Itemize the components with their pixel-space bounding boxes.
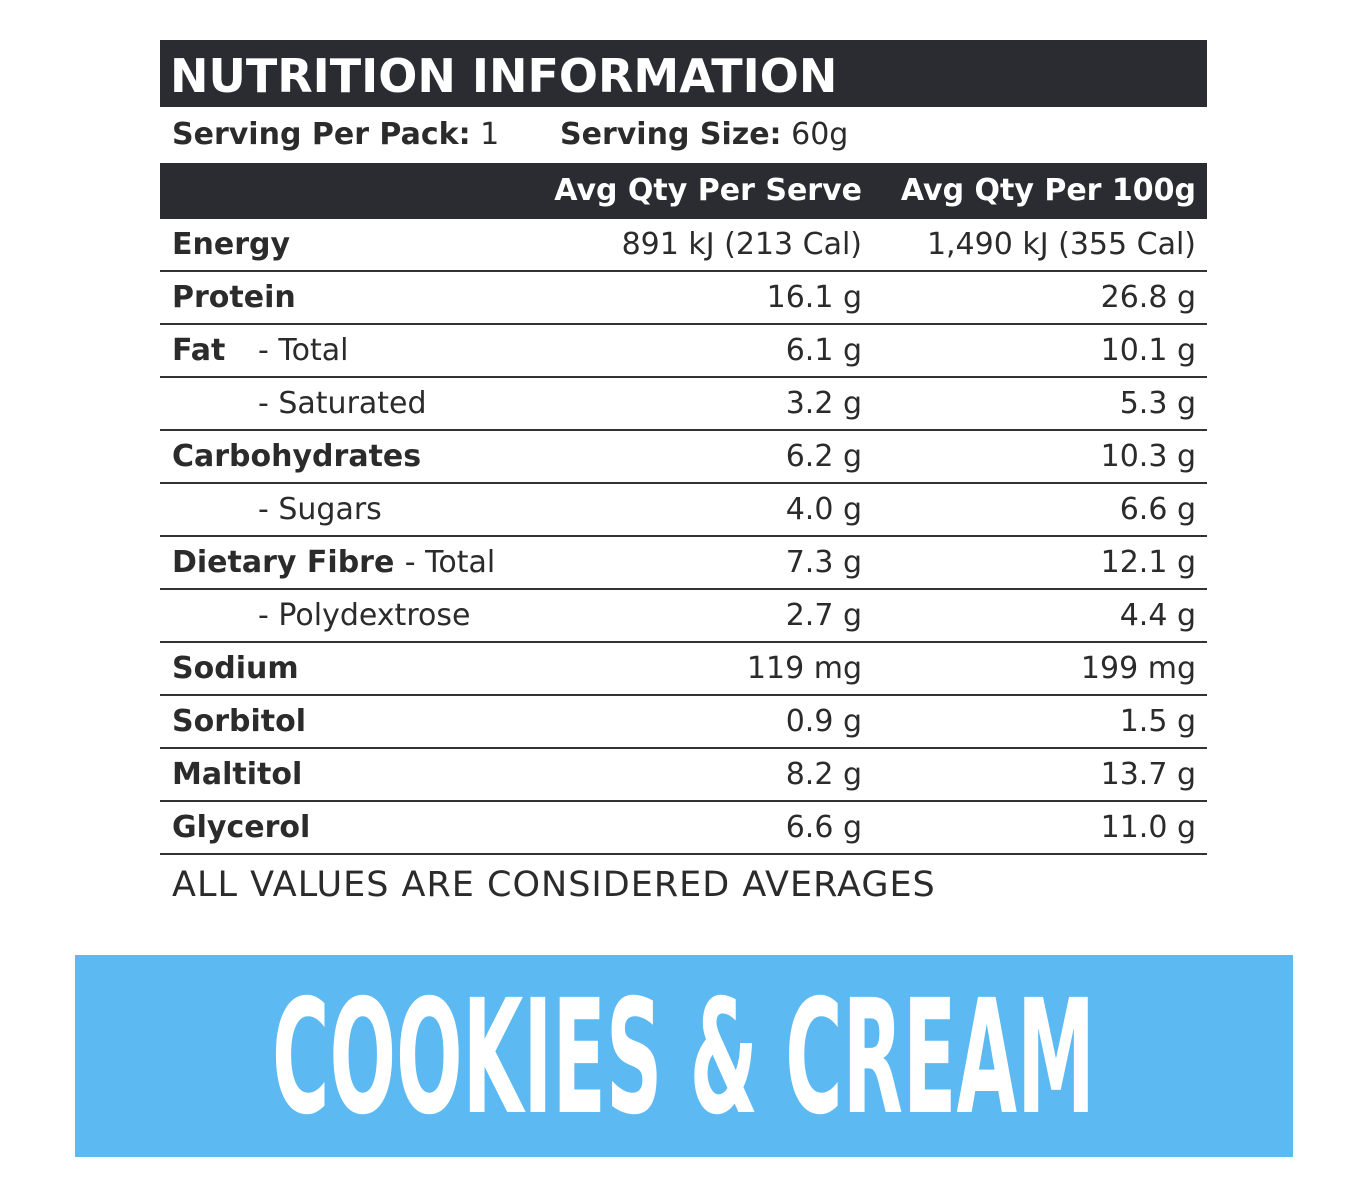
serve: 6.6 g bbox=[785, 810, 862, 845]
sub-nutrient: - Saturated bbox=[258, 386, 427, 421]
nutrient: Protein bbox=[172, 280, 296, 315]
per-100g: 26.8 g bbox=[1100, 280, 1196, 315]
serving-per-pack: Serving Per Pack: 1 bbox=[172, 107, 499, 163]
per-100g: 10.3 g bbox=[1100, 439, 1196, 474]
nutrient: Maltitol bbox=[172, 757, 303, 792]
label: Serving Per Pack: bbox=[172, 117, 471, 152]
row: Protein 16.1 g 26.8 g bbox=[160, 272, 1207, 325]
table-header: Avg Qty Per Serve Avg Qty Per 100g bbox=[160, 163, 1207, 219]
serve: 3.2 g bbox=[785, 386, 862, 421]
per-100g: 11.0 g bbox=[1100, 810, 1196, 845]
value: 60g bbox=[791, 117, 849, 152]
serve: 7.3 g bbox=[785, 545, 862, 580]
flavor: COOKIES & CREAM bbox=[272, 966, 1095, 1150]
per-100g: 6.6 g bbox=[1119, 492, 1196, 527]
serve: 6.2 g bbox=[785, 439, 862, 474]
banner-background bbox=[75, 955, 1293, 1157]
serve: 16.1 g bbox=[766, 280, 862, 315]
serve: 2.7 g bbox=[785, 598, 862, 633]
nutrient: Fat bbox=[172, 333, 226, 368]
sub-nutrient: - Polydextrose bbox=[258, 598, 471, 633]
nutrient: Carbohydrates bbox=[172, 439, 422, 474]
row: - Saturated 3.2 g 5.3 g bbox=[160, 378, 1207, 431]
footer-note: ALL VALUES ARE CONSIDERED AVERAGES bbox=[172, 865, 936, 905]
serve: 4.0 g bbox=[785, 492, 862, 527]
serve: 0.9 g bbox=[785, 704, 862, 739]
per-100g: 13.7 g bbox=[1100, 757, 1196, 792]
value: 1 bbox=[480, 117, 500, 152]
column-header: Avg Qty Per Serve bbox=[554, 173, 862, 208]
sub-nutrient: - Total bbox=[404, 545, 496, 580]
row: - Polydextrose 2.7 g 4.4 g bbox=[160, 590, 1207, 643]
per-100g: 4.4 g bbox=[1119, 598, 1196, 633]
column-header: Avg Qty Per 100g bbox=[900, 173, 1196, 208]
serve: 8.2 g bbox=[785, 757, 862, 792]
row: Glycerol 6.6 g 11.0 g bbox=[160, 802, 1207, 855]
row: Dietary Fibre - Total 7.3 g 12.1 g bbox=[160, 537, 1207, 590]
banner: COOKIES & CREAM bbox=[75, 955, 1293, 1157]
per-100g: 1.5 g bbox=[1119, 704, 1196, 739]
sub-nutrient: - Sugars bbox=[258, 492, 382, 527]
per-100g: 199 mg bbox=[1080, 651, 1196, 686]
row: Sorbitol 0.9 g 1.5 g bbox=[160, 696, 1207, 749]
nutrient: Energy bbox=[172, 227, 291, 262]
nutrient: Sodium bbox=[172, 651, 299, 686]
row: Fat - Total 6.1 g 10.1 g bbox=[160, 325, 1207, 378]
serve: 119 mg bbox=[746, 651, 862, 686]
sub-nutrient: - Total bbox=[258, 333, 349, 368]
nutrient: Dietary Fibre bbox=[172, 545, 395, 580]
serve: 891 kJ (213 Cal) bbox=[621, 227, 862, 262]
row: Carbohydrates 6.2 g 10.3 g bbox=[160, 431, 1207, 484]
row: - Sugars 4.0 g 6.6 g bbox=[160, 484, 1207, 537]
per-100g: 5.3 g bbox=[1119, 386, 1196, 421]
serve: 6.1 g bbox=[785, 333, 862, 368]
serving-size: Serving Size: 60g bbox=[560, 107, 848, 163]
label: Serving Size: bbox=[560, 117, 782, 152]
row: Maltitol 8.2 g 13.7 g bbox=[160, 749, 1207, 802]
per-100g: 10.1 g bbox=[1100, 333, 1196, 368]
per-100g: 1,490 kJ (355 Cal) bbox=[926, 227, 1196, 262]
row: Sodium 119 mg 199 mg bbox=[160, 643, 1207, 696]
nutrient-line: Dietary Fibre - Total bbox=[172, 537, 495, 589]
nutrient: Sorbitol bbox=[172, 704, 307, 739]
row: Energy 891 kJ (213 Cal) 1,490 kJ (355 Cal) bbox=[160, 219, 1207, 272]
per-100g: 12.1 g bbox=[1100, 545, 1196, 580]
nutrient: Glycerol bbox=[172, 810, 311, 845]
title: NUTRITION INFORMATION bbox=[160, 40, 1207, 107]
